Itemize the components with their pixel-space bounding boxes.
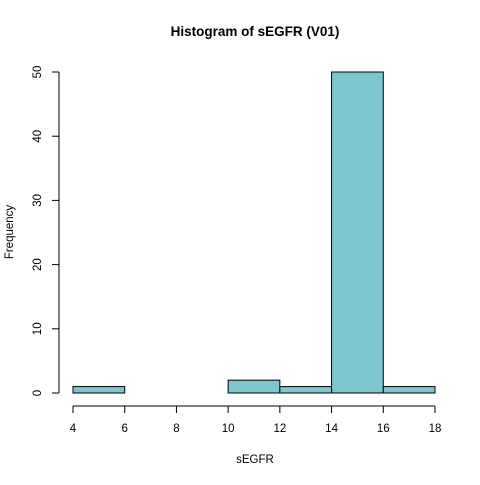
y-tick-label-1: 10 bbox=[32, 322, 44, 335]
x-tick-label-1: 6 bbox=[122, 423, 128, 435]
x-tick-label-2: 8 bbox=[173, 423, 179, 435]
chart-title: Histogram of sEGFR (V01) bbox=[171, 24, 340, 39]
y-axis: 0 10 20 30 40 50 bbox=[32, 66, 60, 396]
y-tick-label-3: 30 bbox=[32, 194, 44, 207]
x-axis: 4 6 8 10 12 14 16 18 bbox=[70, 405, 442, 435]
x-tick-label-0: 4 bbox=[70, 423, 77, 435]
y-tick-label-4: 40 bbox=[32, 130, 44, 143]
histogram-bar-0 bbox=[72, 386, 126, 394]
x-tick-label-3: 10 bbox=[222, 423, 235, 435]
y-axis-label: Frequency bbox=[4, 205, 16, 260]
histogram-bar-4 bbox=[279, 386, 333, 394]
x-tick-label-5: 14 bbox=[325, 423, 338, 435]
x-axis-label: sEGFR bbox=[236, 454, 274, 466]
histogram-bar-3 bbox=[227, 379, 281, 394]
histogram-bar-5 bbox=[331, 71, 384, 394]
y-tick-label-2: 20 bbox=[32, 258, 44, 271]
x-tick-label-6: 16 bbox=[377, 423, 390, 435]
x-tick-label-4: 12 bbox=[273, 423, 286, 435]
y-tick-label-0: 0 bbox=[32, 390, 44, 396]
bars-group bbox=[72, 71, 436, 394]
histogram-bar-6 bbox=[382, 386, 436, 394]
y-tick-label-5: 50 bbox=[32, 66, 44, 79]
x-tick-label-7: 18 bbox=[429, 423, 442, 435]
